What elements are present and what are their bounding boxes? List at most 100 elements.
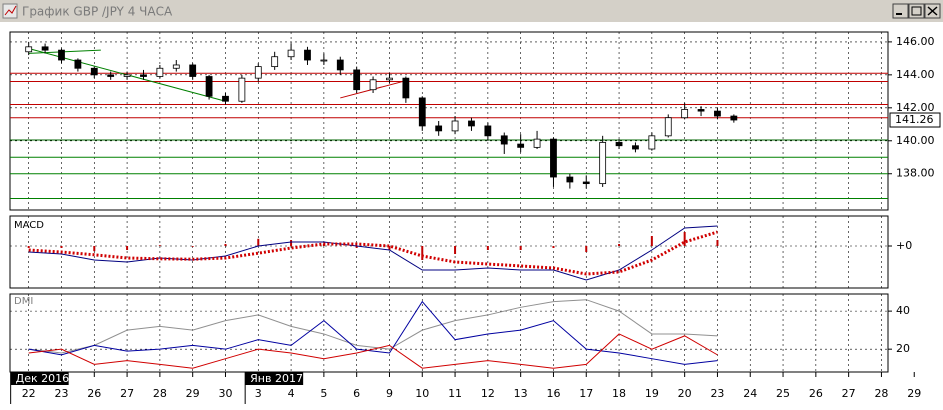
x-tick-label: 17 — [579, 387, 593, 400]
candle-body — [254, 66, 262, 79]
candle-body — [648, 135, 656, 150]
close-button[interactable] — [924, 3, 941, 19]
x-tick-label: 28 — [874, 387, 888, 400]
candle-body — [304, 49, 311, 61]
candle-body — [156, 67, 164, 77]
x-tick-label: 27 — [842, 387, 856, 400]
x-tick-label: 26 — [809, 387, 823, 400]
x-tick-label: 18 — [612, 387, 626, 400]
y-tick-label: 20 — [896, 342, 910, 355]
candle-body — [599, 142, 607, 185]
y-tick-label: 140.00 — [896, 134, 935, 147]
x-tick-label: 12 — [481, 387, 495, 400]
title-bar — [0, 0, 943, 22]
app-icon-glyph — [4, 5, 17, 16]
candle-body — [320, 59, 328, 62]
dmi-panel — [9, 293, 889, 373]
candle-body — [74, 59, 82, 69]
panel-title: DMI — [14, 296, 33, 307]
candle-body — [451, 120, 459, 132]
x-tick-label: 28 — [153, 387, 167, 400]
x-tick-label: 22 — [22, 387, 36, 400]
candle-body — [632, 145, 639, 150]
candle-body — [287, 49, 295, 58]
x-tick-label: 13 — [514, 387, 528, 400]
candle-body — [418, 97, 426, 127]
indicator-line — [28, 299, 718, 354]
x-tick-label: 23 — [54, 387, 68, 400]
candle-body — [140, 74, 147, 77]
window-title: График GBP /JPY 4 ЧАСА — [22, 5, 173, 19]
indicator-line — [28, 230, 718, 276]
x-tick-label: 27 — [120, 387, 134, 400]
candle-body — [189, 64, 197, 77]
candle-body — [271, 56, 279, 68]
price-label-box — [889, 112, 941, 128]
x-tick-label: 3 — [255, 387, 262, 400]
candle-body — [336, 59, 344, 71]
candle-body — [484, 125, 492, 137]
x-tick-label: 23 — [710, 387, 724, 400]
candle-body — [664, 117, 672, 137]
x-tick-label: 6 — [353, 387, 360, 400]
candle-body — [697, 109, 705, 112]
y-tick-label: 144.00 — [896, 68, 935, 81]
x-tick-label: 26 — [87, 387, 101, 400]
y-tick-label: +0 — [896, 239, 912, 252]
candle-body — [615, 142, 623, 147]
x-tick-label: 25 — [776, 387, 790, 400]
candle-body — [41, 46, 49, 51]
x-tick-label: 29 — [907, 387, 921, 400]
indicator-line — [28, 300, 718, 365]
minimize-button[interactable] — [892, 3, 909, 19]
indicator-line — [28, 225, 718, 281]
candle-body — [402, 77, 410, 99]
y-tick-label: 142.00 — [896, 101, 935, 114]
candle-body — [222, 95, 229, 102]
y-tick-label: 138.00 — [896, 167, 935, 180]
x-tick-label: 24 — [743, 387, 757, 400]
candle-body — [353, 69, 361, 91]
x-tick-label: 5 — [320, 387, 327, 400]
candle-body — [582, 181, 590, 185]
x-tick-label: 20 — [678, 387, 692, 400]
month-marker-label: Янв 2017 — [250, 372, 303, 385]
candle-body — [172, 64, 180, 69]
y-tick-label: 40 — [896, 304, 910, 317]
x-tick-label: 11 — [448, 387, 462, 400]
month-marker-box — [245, 372, 304, 385]
current-price-label: 141.26 — [895, 113, 934, 126]
candle-body — [369, 79, 377, 91]
candle-body — [123, 74, 131, 77]
price-panel — [9, 31, 889, 211]
candle-body — [205, 76, 213, 97]
candle-body — [517, 143, 525, 148]
x-tick-label: 4 — [288, 387, 295, 400]
candle-body — [238, 77, 246, 102]
candle-body — [25, 46, 33, 53]
candle-body — [714, 110, 721, 117]
macd-panel — [9, 215, 889, 289]
candle-body — [550, 138, 557, 178]
x-tick-label: 30 — [218, 387, 232, 400]
candle-body — [468, 120, 475, 127]
candle-body — [90, 67, 98, 76]
x-tick-label: 9 — [386, 387, 393, 400]
candle-body — [386, 77, 393, 81]
month-marker-label: Дек 2016 — [16, 372, 70, 385]
candle-body — [107, 74, 115, 77]
x-tick-label: 10 — [415, 387, 429, 400]
candle-body — [730, 115, 738, 121]
candle-body — [58, 49, 65, 61]
candle-body — [435, 125, 443, 132]
candle-body — [500, 135, 508, 145]
candle-body — [566, 176, 574, 183]
month-marker-box — [10, 372, 69, 385]
indicator-line — [28, 333, 718, 369]
x-tick-label: 19 — [645, 387, 659, 400]
x-tick-label: 29 — [186, 387, 200, 400]
maximize-button[interactable] — [908, 3, 925, 19]
